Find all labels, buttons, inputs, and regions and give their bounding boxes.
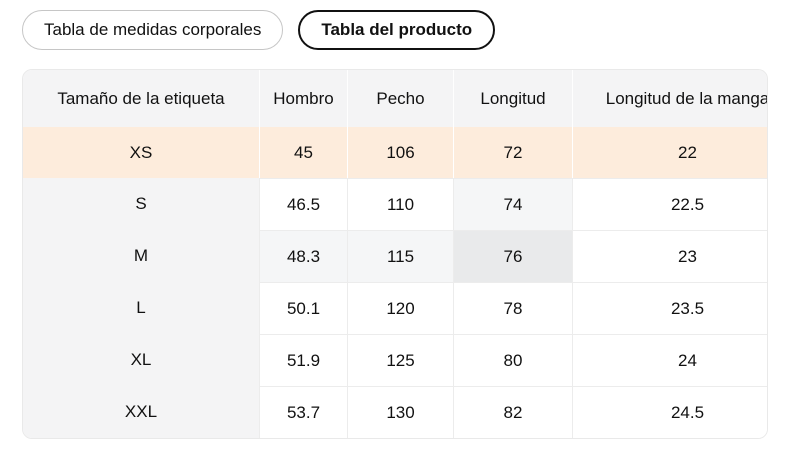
size-label-cell[interactable]: S <box>23 178 259 230</box>
measure-cell[interactable]: 23.5 <box>572 282 767 334</box>
measure-cell[interactable]: 24.5 <box>572 386 767 438</box>
measure-cell[interactable]: 78 <box>453 282 572 334</box>
measure-cell[interactable]: 125 <box>347 334 453 386</box>
size-label-cell[interactable]: M <box>23 230 259 282</box>
measure-cell[interactable]: 110 <box>347 178 453 230</box>
column-header-shoulder: Hombro <box>259 70 347 127</box>
size-table-container[interactable]: Tamaño de la etiqueta Hombro Pecho Longi… <box>22 69 768 439</box>
size-row-xxl: XXL 53.7 130 82 24.5 <box>23 386 767 438</box>
column-header-chest: Pecho <box>347 70 453 127</box>
size-label-cell[interactable]: L <box>23 282 259 334</box>
column-header-sleeve-length: Longitud de la manga <box>572 70 767 127</box>
measure-cell[interactable]: 48.3 <box>259 230 347 282</box>
size-chart-tabs: Tabla de medidas corporales Tabla del pr… <box>0 0 794 50</box>
tab-product-measurements[interactable]: Tabla del producto <box>298 9 496 50</box>
size-row-xs: XS 45 106 72 22 <box>23 127 767 178</box>
size-row-l: L 50.1 120 78 23.5 <box>23 282 767 334</box>
measure-cell[interactable]: 115 <box>347 230 453 282</box>
measure-cell[interactable]: 50.1 <box>259 282 347 334</box>
measure-cell[interactable]: 82 <box>453 386 572 438</box>
measure-cell[interactable]: 23 <box>572 230 767 282</box>
measure-cell[interactable]: 74 <box>453 178 572 230</box>
size-row-m: M 48.3 115 76 23 <box>23 230 767 282</box>
product-size-table: Tamaño de la etiqueta Hombro Pecho Longi… <box>23 70 767 438</box>
measure-cell[interactable]: 120 <box>347 282 453 334</box>
measure-cell[interactable]: 51.9 <box>259 334 347 386</box>
measure-cell[interactable]: 130 <box>347 386 453 438</box>
measure-cell[interactable]: 80 <box>453 334 572 386</box>
measure-cell[interactable]: 45 <box>259 127 347 178</box>
size-table-body: XS 45 106 72 22 S 46.5 110 74 22.5 M 48.… <box>23 127 767 438</box>
tab-body-measurements[interactable]: Tabla de medidas corporales <box>22 9 284 50</box>
measure-cell-highlighted[interactable]: 76 <box>453 230 572 282</box>
size-row-xl: XL 51.9 125 80 24 <box>23 334 767 386</box>
size-label-cell[interactable]: XS <box>23 127 259 178</box>
measure-cell[interactable]: 72 <box>453 127 572 178</box>
measure-cell[interactable]: 24 <box>572 334 767 386</box>
size-label-cell[interactable]: XXL <box>23 386 259 438</box>
column-header-label-size: Tamaño de la etiqueta <box>23 70 259 127</box>
header-row: Tamaño de la etiqueta Hombro Pecho Longi… <box>23 70 767 127</box>
measure-cell[interactable]: 53.7 <box>259 386 347 438</box>
size-row-s: S 46.5 110 74 22.5 <box>23 178 767 230</box>
measure-cell[interactable]: 22.5 <box>572 178 767 230</box>
measure-cell[interactable]: 46.5 <box>259 178 347 230</box>
size-label-cell[interactable]: XL <box>23 334 259 386</box>
measure-cell[interactable]: 22 <box>572 127 767 178</box>
measure-cell[interactable]: 106 <box>347 127 453 178</box>
size-table-header: Tamaño de la etiqueta Hombro Pecho Longi… <box>23 70 767 127</box>
column-header-length: Longitud <box>453 70 572 127</box>
